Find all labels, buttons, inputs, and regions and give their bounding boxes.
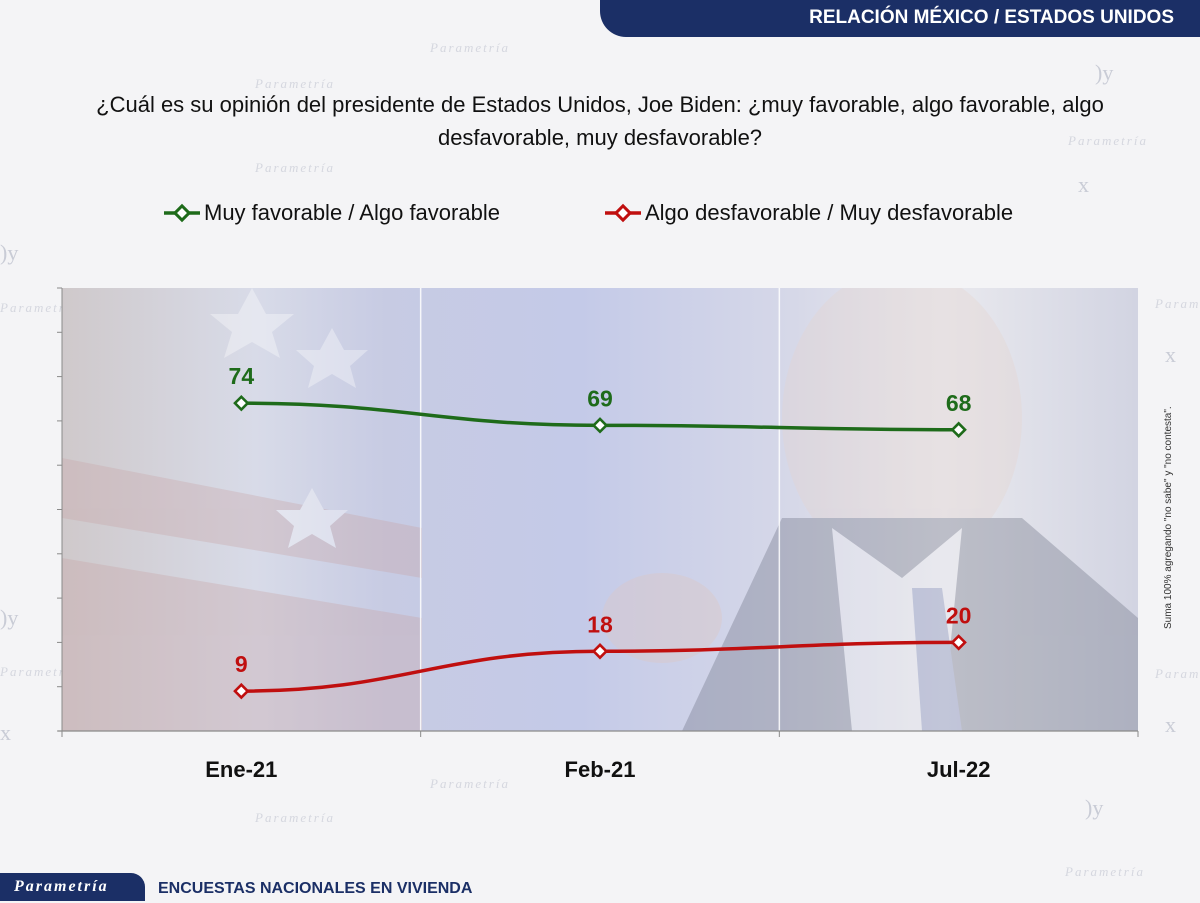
data-label: 18 [587,611,613,637]
data-point-marker [233,682,250,700]
chart-legend: Muy favorable / Algo favorable Algo desf… [0,198,1200,230]
section-title: RELACIÓN MÉXICO / ESTADOS UNIDOS [809,7,1174,28]
data-label: 69 [587,385,613,411]
watermark-text: Parametría [1065,864,1145,879]
watermark-symbol: x [0,720,11,745]
data-point-marker [950,421,967,438]
legend-swatch-unfavorable [605,203,641,223]
legend-item-unfavorable: Algo desfavorable / Muy desfavorable [603,198,1013,228]
watermark-symbol: )y [0,240,19,265]
watermark-symbol: )y [0,605,19,630]
watermark-symbol: x [1165,712,1176,737]
data-label: 68 [946,390,972,416]
series-layer [233,394,967,700]
side-note: Suma 100% agregando "no sabe" y "no cont… [1163,406,1174,629]
watermark-text: Parametría [430,776,510,791]
watermark-symbol: )y [1085,795,1104,820]
watermark-text: Parametría [430,40,510,55]
watermark-text: Parametría [255,810,335,825]
watermark-text: Parametría [1155,666,1200,681]
data-label: 74 [229,363,255,389]
data-label: 20 [946,602,972,628]
brand-logo: Parametría [0,873,145,901]
watermark-text: Parametría [0,300,80,315]
data-point-marker [950,634,967,651]
watermark-text: Parametría [1068,133,1148,148]
legend-item-favorable: Muy favorable / Algo favorable [162,198,500,228]
data-point-marker [591,417,609,434]
data-label: 9 [235,651,248,677]
x-tick-label: Ene-21 [205,757,277,782]
watermark-symbol: x [1078,172,1089,197]
legend-label-favorable: Muy favorable / Algo favorable [204,200,500,225]
watermark-text: Parametría [1155,296,1200,311]
grid-layer [419,288,781,731]
brand-name: Parametría [14,878,109,895]
x-tick-label: Feb-21 [565,757,636,782]
label-layer: Ene-21 Feb-21 Jul-22 74 69 68 9 18 20 [205,363,990,782]
watermark-text: Parametría [255,160,335,175]
footer-label: ENCUESTAS NACIONALES EN VIVIENDA [158,880,473,897]
watermark-text: Parametría [255,76,335,91]
x-tick-label: Jul-22 [927,757,991,782]
watermark-text: Parametría [0,664,80,679]
data-point-marker [591,643,609,660]
section-header: RELACIÓN MÉXICO / ESTADOS UNIDOS [600,0,1200,37]
watermark-symbol: x [1165,342,1176,367]
survey-question: ¿Cuál es su opinión del presidente de Es… [96,92,1104,150]
watermark-symbol: )y [1095,60,1114,85]
legend-swatch-favorable [164,203,200,223]
data-point-marker [233,394,250,412]
legend-label-unfavorable: Algo desfavorable / Muy desfavorable [645,200,1014,225]
axis-layer [57,287,1139,737]
